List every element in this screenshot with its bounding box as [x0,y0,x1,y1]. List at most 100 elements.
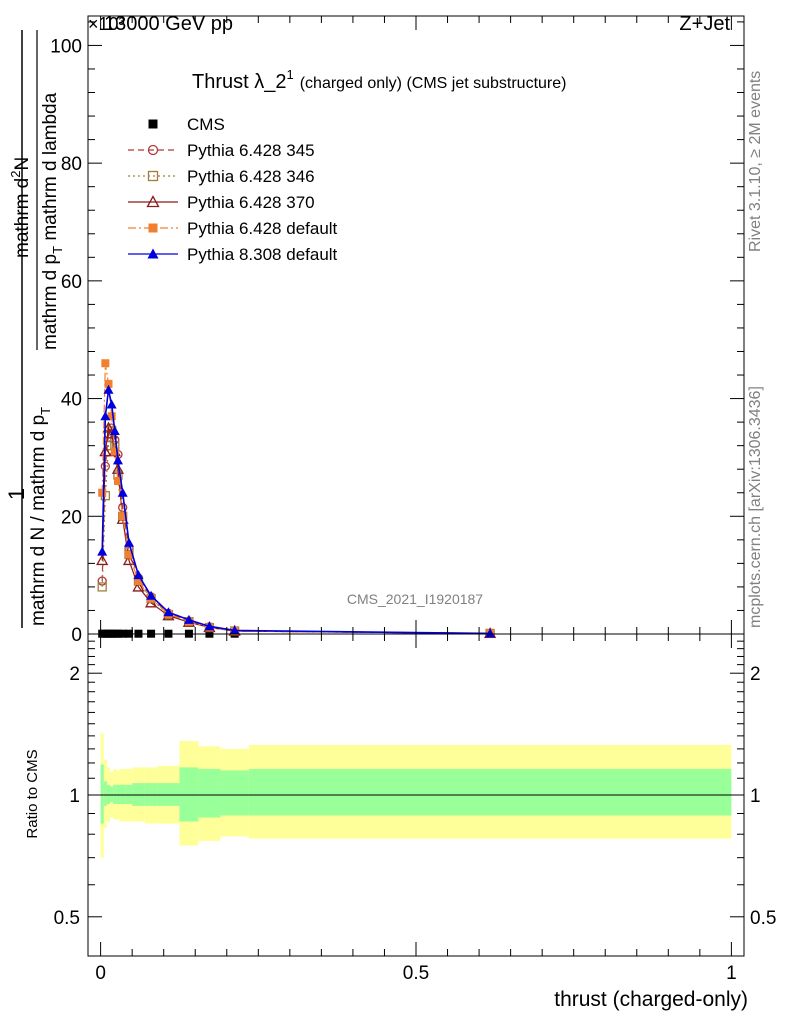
legend-entry: Pythia 6.428 345 [128,141,315,160]
series-pythia-8-308-default [97,384,496,638]
data-point [146,590,157,600]
legend-label: Pythia 6.428 346 [187,167,315,186]
ratio-band-green [248,768,732,816]
y-frac-numerator-top: mathrm d2N [8,157,33,258]
data-point [122,554,136,566]
data-point [163,607,174,617]
legend: CMS Pythia 6.428 345 Pythia 6.428 346 Pythi… [128,115,338,264]
ratio-y-axis-label: Ratio to CMS [24,749,41,838]
ratio-band-green [132,783,145,806]
plot-title: Thrust λ_21 (charged only) (CMS jet subst… [192,67,566,93]
data-point [101,359,110,368]
data-point [106,399,117,409]
ratio-band-green [103,781,107,806]
rivet-version-label: Rivet 3.1.10, ≥ 2M events [747,71,764,252]
legend-label: Pythia 6.428 default [187,219,338,238]
main-y-axis-label: 1 mathrm d N / mathrm d pT mathrm d2N ma… [4,30,65,628]
legend-marker [147,144,159,156]
ratio-panel [88,733,744,858]
data-point [133,570,144,580]
y-tick-label: 0 [71,625,82,646]
plot-title-detail: (charged only) (CMS jet substructure) [300,75,567,92]
data-point [118,512,127,521]
y-tick-label: 80 [61,154,82,175]
legend-marker [147,248,159,259]
legend-label: Pythia 8.308 default [187,245,338,264]
data-point [96,554,109,566]
legend-label: Pythia 6.428 370 [187,193,315,212]
ratio-y-tick-label-right: 0.5 [750,908,776,929]
x-axis-label: thrust (charged-only) [554,988,748,1011]
legend-entry: Pythia 8.308 default [128,245,338,264]
y-tick-label: 60 [61,272,82,293]
data-point [100,411,111,421]
data-point [102,421,115,433]
y-tick-label: 100 [50,36,82,57]
data-point [104,379,113,388]
data-point [229,625,240,635]
legend-entry: Pythia 6.428 370 [128,193,315,212]
ratio-band-green [100,764,104,824]
data-point [97,582,107,592]
data-point [98,488,107,497]
y-exponent-label: ×10³ [88,14,125,34]
main-plot-frame [87,15,745,635]
legend-entry: Pythia 6.428 346 [128,167,315,186]
ratio-band-green [157,783,180,806]
ratio-y-tick-label: 2 [69,664,80,685]
ratio-band-green [179,767,199,822]
data-point [113,476,122,485]
legend-marker [148,119,158,129]
legend-entry: CMS [148,115,225,134]
ratio-y-tick-label-right: 1 [750,786,761,807]
ratio-band-green [106,784,111,805]
data-point [204,621,215,631]
y-frac-one: 1 [4,488,29,500]
legend-marker [148,223,158,233]
header-process: Z+Jet [679,13,730,35]
ratio-y-tick-label: 1 [69,786,80,807]
legend-label: CMS [187,115,225,134]
data-point [97,546,108,556]
data-point [109,425,120,435]
ratio-band-green [144,783,158,806]
data-point [134,577,143,586]
legend-marker [146,195,160,208]
data-point [111,462,125,474]
ratio-band-green [113,784,117,805]
data-point [117,487,128,497]
x-tick-label: 1 [726,963,737,984]
ratio-y-tick-label: 0.5 [54,908,80,929]
ratio-y-tick-label-right: 2 [750,664,761,685]
data-point [112,455,123,465]
data-point [183,614,194,624]
y-frac-numerator-bottom: mathrm d pT mathrm d lambda [40,92,65,350]
legend-label: Pythia 6.428 345 [187,141,315,160]
ratio-band-green [119,784,126,805]
data-point [125,550,133,559]
ratio-band-green [110,786,114,803]
mcplots-url-label: mcplots.cern.ch [arXiv:1306.3436] [747,386,764,628]
data-point [99,445,112,457]
data-point [103,384,114,394]
ratio-band-green [125,784,133,805]
y-tick-label: 40 [61,390,82,411]
ratio-band-green [198,768,221,818]
legend-marker [147,170,159,182]
ratio-band-green [116,784,120,805]
axes-ticks: 0 20 40 60 80 100 0 0.5 1 0.5 0.5 1 1 2 2 [50,16,776,984]
plot-title-superscript: 1 [286,67,293,82]
data-point [485,628,496,638]
analysis-watermark: CMS_2021_I1920187 [347,591,483,607]
ratio-band-green [220,770,249,816]
data-point [132,580,145,592]
data-point [107,412,116,421]
plot-title-main: Thrust λ_2 [192,71,286,93]
data-point [118,502,128,513]
x-tick-label: 0.5 [403,963,429,984]
data-point [110,447,119,456]
header-energy: 13000 GeV pp [104,13,233,35]
legend-entry: Pythia 6.428 default [128,219,338,238]
